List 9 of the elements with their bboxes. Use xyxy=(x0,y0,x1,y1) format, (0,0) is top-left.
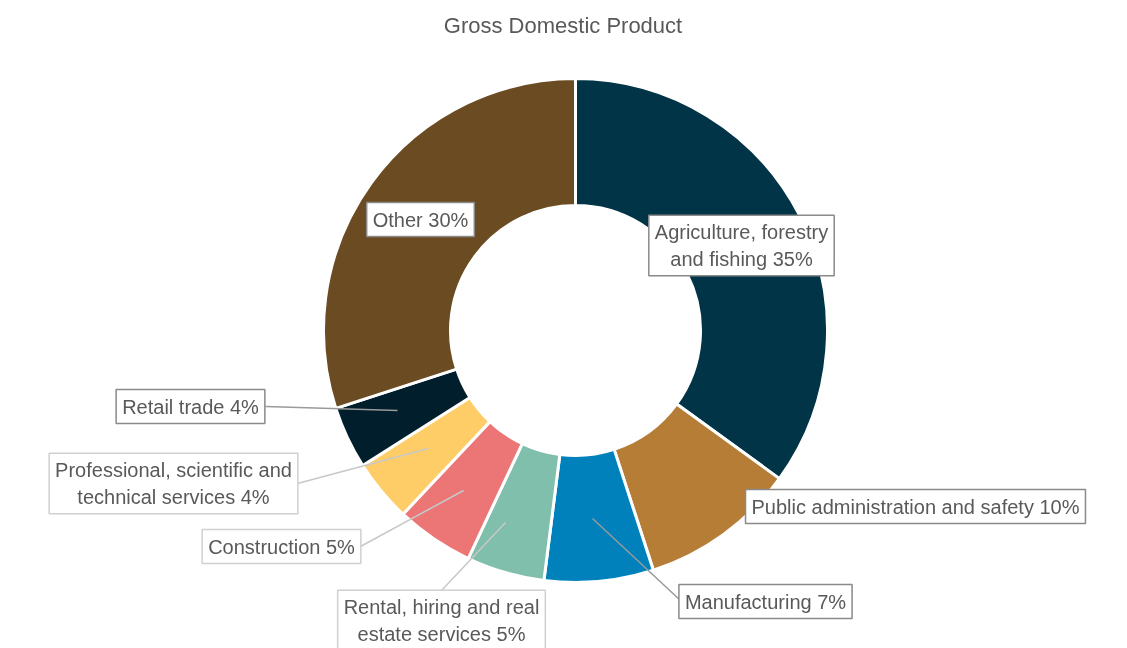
slice-label: Agriculture, forestry and fishing 35% xyxy=(654,221,829,270)
slice-label: Other 30% xyxy=(372,208,469,231)
slice-label: Construction 5% xyxy=(208,535,356,558)
slice-label: Professional, scientific and technical services 4% xyxy=(55,459,292,508)
slice-label: Public administration and safety 10% xyxy=(751,495,1080,518)
chart-title: Gross Domestic Product xyxy=(443,13,683,38)
slice-label: Retail trade 4% xyxy=(122,395,260,418)
slice-label: Rental, hiring and real estate services 5% xyxy=(343,596,540,645)
slice-label: Manufacturing 7% xyxy=(684,590,847,613)
